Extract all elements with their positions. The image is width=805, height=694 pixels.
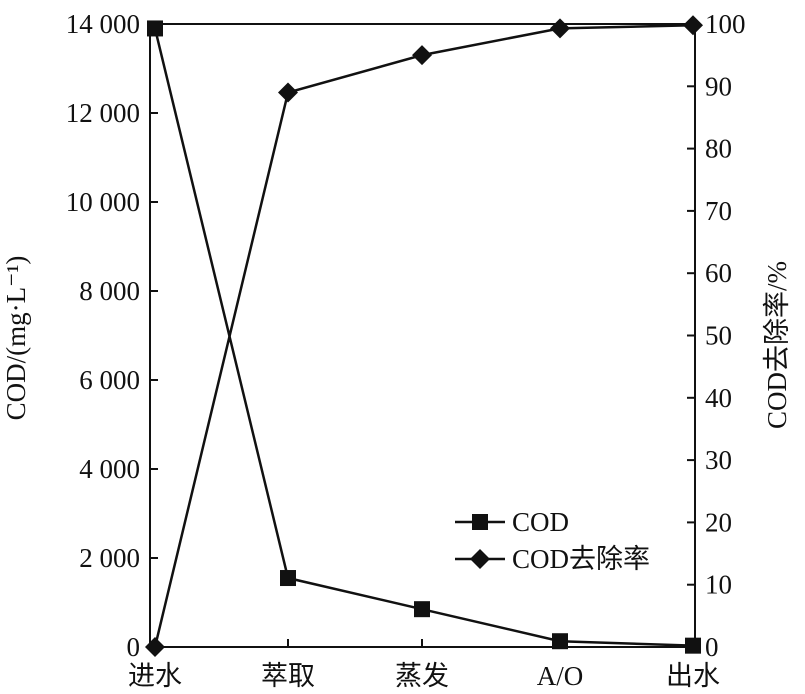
right-tick-label: 0: [705, 632, 719, 662]
left-tick-label: 8 000: [79, 276, 140, 306]
x-tick-label: 进水: [128, 661, 182, 691]
right-tick-label: 60: [705, 258, 732, 288]
left-axis-title: COD/(mg·L⁻¹): [1, 256, 31, 421]
x-tick-label: A/O: [537, 661, 584, 691]
right-tick-label: 90: [705, 71, 732, 101]
series-layer: [145, 15, 703, 657]
legend-marker-square: [472, 514, 488, 530]
data-point-square: [414, 601, 430, 618]
right-tick-label: 10: [705, 570, 732, 600]
data-point-square: [685, 637, 701, 654]
x-tick-label: 萃取: [261, 661, 315, 691]
right-tick-label: 70: [705, 196, 732, 226]
left-tick-label: 10 000: [66, 187, 140, 217]
right-tick-label: 50: [705, 321, 732, 351]
series-removal-rate: [145, 15, 703, 657]
right-tick-label: 80: [705, 134, 732, 164]
right-tick-label: 20: [705, 507, 732, 537]
series-cod: [147, 20, 701, 654]
legend-marker-diamond: [470, 549, 490, 569]
left-tick-label: 12 000: [66, 98, 140, 128]
left-tick-label: 14 000: [66, 9, 140, 39]
right-axis-ticks: 0 10 20 30 40 50 60 70 80 90 100: [687, 9, 746, 662]
legend: COD COD去除率: [455, 507, 650, 574]
x-tick-label: 蒸发: [395, 661, 449, 691]
x-tick-label: 出水: [666, 661, 720, 691]
right-tick-label: 30: [705, 445, 732, 475]
data-point-diamond: [145, 637, 165, 657]
left-tick-label: 4 000: [79, 454, 140, 484]
left-tick-label: 2 000: [79, 543, 140, 573]
right-tick-label: 40: [705, 383, 732, 413]
data-point-diamond: [683, 15, 703, 36]
data-point-diamond: [412, 45, 432, 66]
left-axis-ticks: 0 2 000 4 000 6 000 8 000 10 000 12 000 14 000: [66, 9, 158, 662]
data-point-square: [147, 20, 163, 37]
left-tick-label: 6 000: [79, 365, 140, 395]
legend-label-removal-rate: COD去除率: [512, 544, 650, 574]
legend-item-cod: COD: [455, 507, 569, 537]
right-tick-label: 100: [705, 9, 746, 39]
x-axis-ticks: 进水 萃取 蒸发 A/O 出水: [128, 639, 720, 691]
data-point-diamond: [278, 82, 298, 103]
legend-item-removal-rate: COD去除率: [455, 544, 650, 574]
data-point-square: [280, 570, 296, 587]
legend-label-cod: COD: [512, 507, 569, 537]
left-tick-label: 0: [127, 632, 141, 662]
data-point-square: [552, 633, 568, 650]
right-axis-title: COD去除率/%: [762, 261, 792, 429]
data-point-diamond: [550, 18, 570, 39]
